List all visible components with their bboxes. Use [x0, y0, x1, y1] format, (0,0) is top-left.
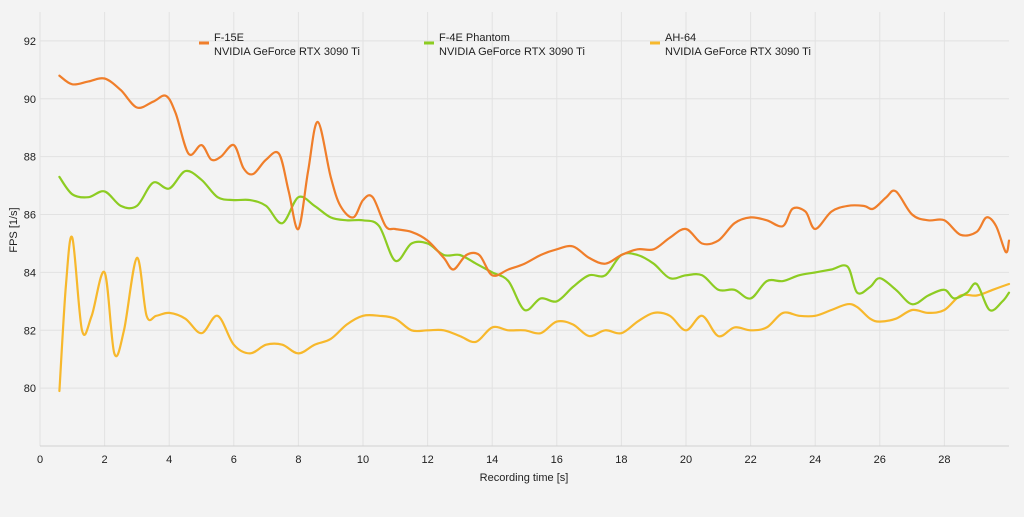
x-tick-label: 16: [551, 454, 563, 466]
y-tick-label: 88: [24, 152, 36, 164]
y-tick-label: 86: [24, 210, 36, 222]
x-tick-label: 14: [486, 454, 498, 466]
x-tick-label: 10: [357, 454, 369, 466]
series-line-f-15e: [58, 74, 1011, 277]
y-tick-label: 80: [24, 383, 36, 395]
legend-item[interactable]: AH-64 NVIDIA GeForce RTX 3090 Ti: [650, 32, 811, 58]
x-tick-label: 18: [615, 454, 627, 466]
legend-series-subtitle: NVIDIA GeForce RTX 3090 Ti: [665, 46, 811, 58]
legend-series-name: F-15E: [214, 32, 244, 44]
legend-series-name: F-4E Phantom: [439, 32, 510, 44]
legend-series-subtitle: NVIDIA GeForce RTX 3090 Ti: [214, 46, 360, 58]
legend-item[interactable]: F-4E Phantom NVIDIA GeForce RTX 3090 Ti: [424, 32, 585, 58]
x-tick-label: 20: [680, 454, 692, 466]
y-tick-label: 82: [24, 325, 36, 337]
x-tick-label: 0: [37, 454, 43, 466]
legend-series-subtitle: NVIDIA GeForce RTX 3090 Ti: [439, 46, 585, 58]
y-tick-label: 90: [24, 94, 36, 106]
series-line-f-4e-phantom: [58, 169, 1011, 312]
y-axis-title: FPS [1/s]: [8, 207, 20, 252]
x-tick-label: 4: [166, 454, 172, 466]
x-tick-label: 26: [874, 454, 886, 466]
x-tick-label: 2: [102, 454, 108, 466]
x-tick-label: 12: [421, 454, 433, 466]
x-tick-label: 24: [809, 454, 821, 466]
series-lines: [58, 74, 1011, 393]
x-tick-label: 28: [938, 454, 950, 466]
legend-item[interactable]: F-15E NVIDIA GeForce RTX 3090 Ti: [199, 32, 360, 58]
x-tick-label: 8: [295, 454, 301, 466]
legend-series-name: AH-64: [665, 32, 696, 44]
y-tick-label: 92: [24, 36, 36, 48]
x-tick-label: 22: [744, 454, 756, 466]
x-axis-title: Recording time [s]: [480, 472, 569, 484]
series-line-ah-64: [58, 235, 1011, 393]
x-tick-label: 6: [231, 454, 237, 466]
y-tick-label: 84: [24, 267, 36, 279]
grid: [39, 12, 1009, 446]
